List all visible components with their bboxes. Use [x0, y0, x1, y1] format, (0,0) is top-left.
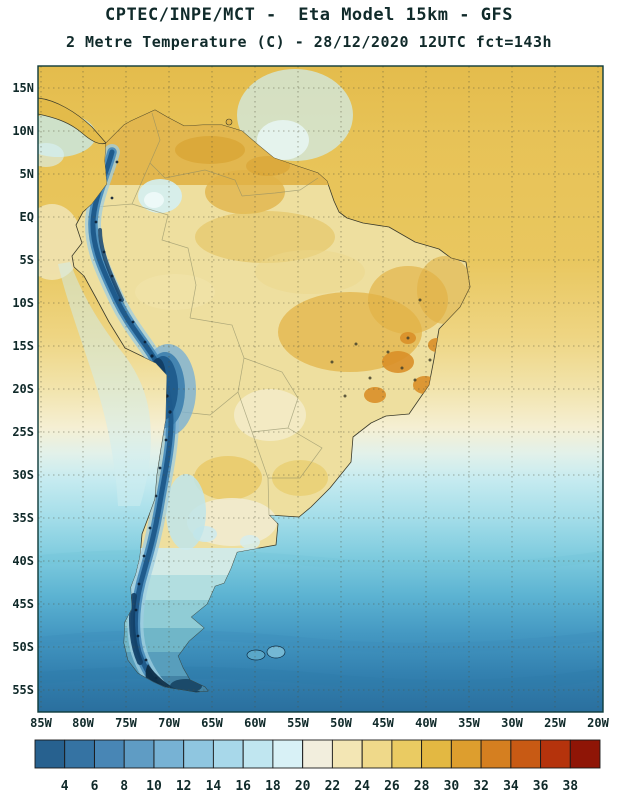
lon-label: 70W	[158, 716, 180, 730]
colorbar-tick-label: 20	[295, 779, 311, 794]
colorbar-cell	[540, 739, 571, 769]
falkland-islands	[246, 645, 286, 661]
colorbar-cell	[242, 739, 274, 769]
country-borders	[94, 112, 323, 516]
central-america-landmass	[38, 97, 107, 145]
colorbar-cell	[123, 739, 155, 769]
colorbar-tick-label: 32	[473, 779, 489, 794]
colorbar-tick-label: 16	[235, 779, 251, 794]
lat-lon-gridlines	[38, 66, 603, 712]
lat-label: 25S	[12, 425, 34, 439]
lon-label: 60W	[244, 716, 266, 730]
lat-label: 50S	[12, 640, 34, 654]
colorbar-cells	[34, 739, 601, 769]
lon-label: 40W	[415, 716, 437, 730]
lat-label: 20S	[12, 382, 34, 396]
colorbar-tick-label: 10	[146, 779, 162, 794]
lat-label: 35S	[12, 511, 34, 525]
lat-label: 10N	[12, 124, 34, 138]
colorbar-cell	[272, 739, 304, 769]
colorbar-tick-label: 8	[120, 779, 128, 794]
lon-label: 85W	[30, 716, 52, 730]
colorbar-tick-label: 22	[325, 779, 341, 794]
product-title: 2 Metre Temperature (C) - 28/12/2020 12U…	[65, 33, 553, 51]
lat-label: 15S	[12, 339, 34, 353]
lat-label: 40S	[12, 554, 34, 568]
colorbar-tick-label: 28	[414, 779, 430, 794]
colorbar-cell	[212, 739, 244, 769]
lon-label: 45W	[372, 716, 394, 730]
colorbar-tick-label: 24	[354, 779, 370, 794]
trinidad-island	[225, 118, 233, 126]
colorbar-tick-label: 18	[265, 779, 281, 794]
colorbar-tick-label: 14	[206, 779, 222, 794]
colorbar-cell	[302, 739, 333, 769]
model-title: CPTEC/INPE/MCT - Eta Model 15km - GFS	[105, 5, 513, 25]
colorbar-tick-label: 26	[384, 779, 400, 794]
colorbar-tick-label: 34	[503, 779, 519, 794]
colorbar-cell	[34, 739, 66, 769]
lon-label: 75W	[115, 716, 137, 730]
lat-label: 15N	[12, 81, 34, 95]
lon-label: 20W	[587, 716, 609, 730]
colorbar-cell	[510, 739, 542, 769]
colorbar-cell	[421, 739, 452, 769]
ocean-cool-regions	[38, 69, 603, 692]
colorbar-cell	[391, 739, 423, 769]
colorbar-cell	[94, 739, 125, 769]
colorbar-tick-label: 6	[91, 779, 99, 794]
lon-label: 55W	[287, 716, 309, 730]
colorbar-cell	[361, 739, 393, 769]
colorbar-cell	[331, 739, 363, 769]
lat-label: 55S	[12, 683, 34, 697]
colorbar-tick-label: 30	[444, 779, 460, 794]
colorbar-tick-label: 36	[533, 779, 549, 794]
colorbar-cell	[153, 739, 185, 769]
map-frame	[37, 65, 604, 713]
longitude-axis: 85W 80W 75W 70W 65W 60W 55W 50W 45W 40W …	[30, 716, 609, 730]
colorbar-cell	[183, 739, 214, 769]
lat-label: 10S	[12, 296, 34, 310]
temperature-colorbar: 4 6 8 10 12 14 16 18 20 22 24 26 28 30 3…	[34, 739, 601, 794]
colorbar-tick-label: 12	[176, 779, 192, 794]
lat-label: EQ	[20, 210, 34, 224]
lat-label: 5S	[20, 253, 34, 267]
colorbar-tick-labels: 4 6 8 10 12 14 16 18 20 22 24 26 28 30 3…	[61, 779, 579, 794]
lon-label: 35W	[458, 716, 480, 730]
temperature-map: 15N 10N 5N EQ 5S 10S 15S 20S 25S 30S 35S…	[12, 65, 610, 730]
colorbar-cell	[569, 739, 601, 769]
lat-label: 30S	[12, 468, 34, 482]
latitude-axis: 15N 10N 5N EQ 5S 10S 15S 20S 25S 30S 35S…	[12, 81, 34, 697]
lon-label: 50W	[330, 716, 352, 730]
colorbar-cell	[64, 739, 95, 769]
lon-label: 25W	[544, 716, 566, 730]
colorbar-cell	[480, 739, 512, 769]
lon-label: 65W	[201, 716, 223, 730]
colorbar-tick-label: 38	[562, 779, 578, 794]
lon-label: 80W	[72, 716, 94, 730]
lat-label: 45S	[12, 597, 34, 611]
lon-label: 30W	[501, 716, 523, 730]
colorbar-cell	[450, 739, 482, 769]
colorbar-tick-label: 4	[61, 779, 69, 794]
lat-label: 5N	[20, 167, 34, 181]
